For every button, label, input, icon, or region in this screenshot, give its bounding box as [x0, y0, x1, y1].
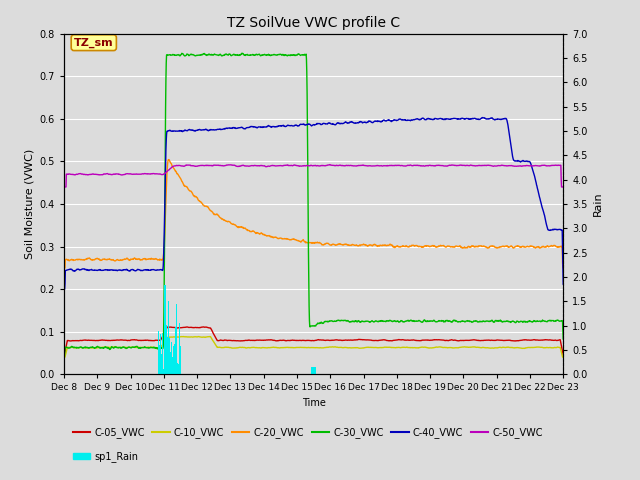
Bar: [161, 354, 162, 374]
Bar: [170, 361, 172, 374]
Bar: [315, 367, 316, 374]
Bar: [162, 333, 163, 374]
Bar: [178, 371, 179, 374]
Bar: [173, 353, 175, 374]
Bar: [163, 369, 164, 374]
Bar: [174, 344, 175, 374]
Text: TZ_sm: TZ_sm: [74, 37, 114, 48]
Bar: [175, 353, 177, 374]
Legend: sp1_Rain: sp1_Rain: [69, 447, 142, 466]
Bar: [159, 345, 161, 374]
Bar: [158, 331, 159, 374]
Bar: [311, 367, 312, 374]
Bar: [163, 372, 164, 374]
Bar: [164, 341, 165, 374]
Bar: [180, 346, 181, 374]
Bar: [171, 342, 172, 374]
Bar: [174, 348, 175, 374]
Y-axis label: Rain: Rain: [593, 192, 604, 216]
Bar: [176, 304, 177, 374]
Bar: [178, 364, 179, 374]
Bar: [169, 338, 170, 374]
Bar: [173, 346, 174, 374]
Bar: [170, 370, 171, 374]
Bar: [172, 358, 173, 374]
Bar: [179, 323, 180, 374]
Bar: [164, 285, 166, 374]
Bar: [168, 364, 169, 374]
Bar: [177, 363, 178, 374]
Bar: [179, 373, 180, 374]
Bar: [166, 325, 167, 374]
Bar: [177, 372, 179, 374]
Bar: [312, 367, 314, 374]
X-axis label: Time: Time: [301, 398, 326, 408]
Bar: [166, 347, 168, 374]
Bar: [161, 367, 162, 374]
Bar: [161, 368, 163, 374]
Bar: [160, 334, 161, 374]
Bar: [172, 358, 173, 374]
Bar: [168, 301, 170, 374]
Y-axis label: Soil Moisture (VWC): Soil Moisture (VWC): [24, 149, 34, 259]
Bar: [175, 326, 176, 374]
Bar: [314, 367, 315, 374]
Title: TZ SoilVue VWC profile C: TZ SoilVue VWC profile C: [227, 16, 400, 30]
Bar: [167, 337, 168, 374]
